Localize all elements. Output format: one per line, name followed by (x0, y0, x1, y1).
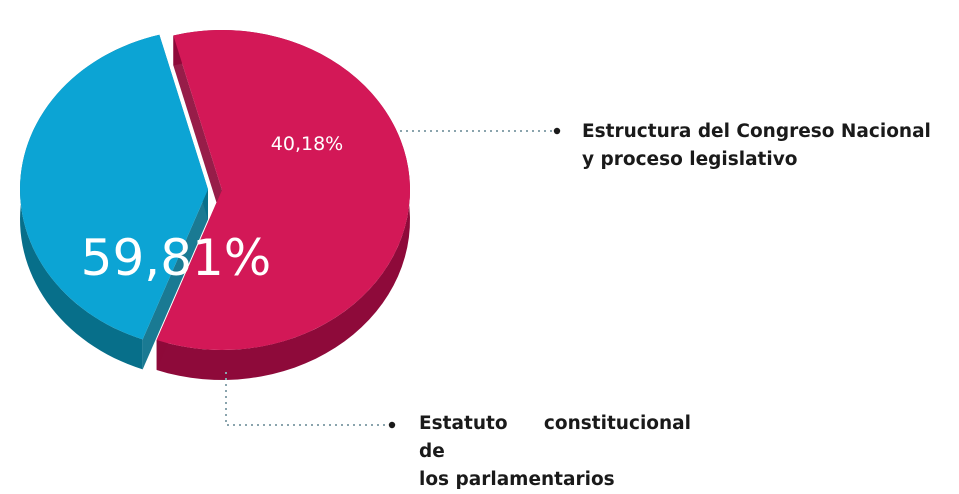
slice-value-label-estatuto: 59,81% (81, 229, 272, 287)
leader-line-estatuto (225, 372, 386, 426)
legend-bullet-estatuto (388, 421, 396, 429)
pie-slice (156, 30, 410, 350)
legend-line: los parlamentarios (419, 469, 615, 490)
slice-value-label-estructura: 40,18% (271, 133, 343, 155)
leader-lines (225, 127, 561, 429)
legend-line: y proceso legislativo (582, 149, 798, 170)
legend-label-estatuto: Estatuto constitucional de los parlament… (419, 410, 691, 494)
pie-cut-face (142, 189, 209, 370)
pie-cut-face (173, 35, 222, 220)
legend-label-estructura: Estructura del Congreso Nacional y proce… (582, 118, 931, 174)
legend-line: Estructura del Congreso Nacional (582, 121, 931, 142)
pie-slice-tops (20, 30, 410, 350)
legend-bullet-estructura (553, 127, 561, 135)
legend-line: Estatuto constitucional de (419, 413, 691, 462)
pie-slice (20, 34, 209, 340)
